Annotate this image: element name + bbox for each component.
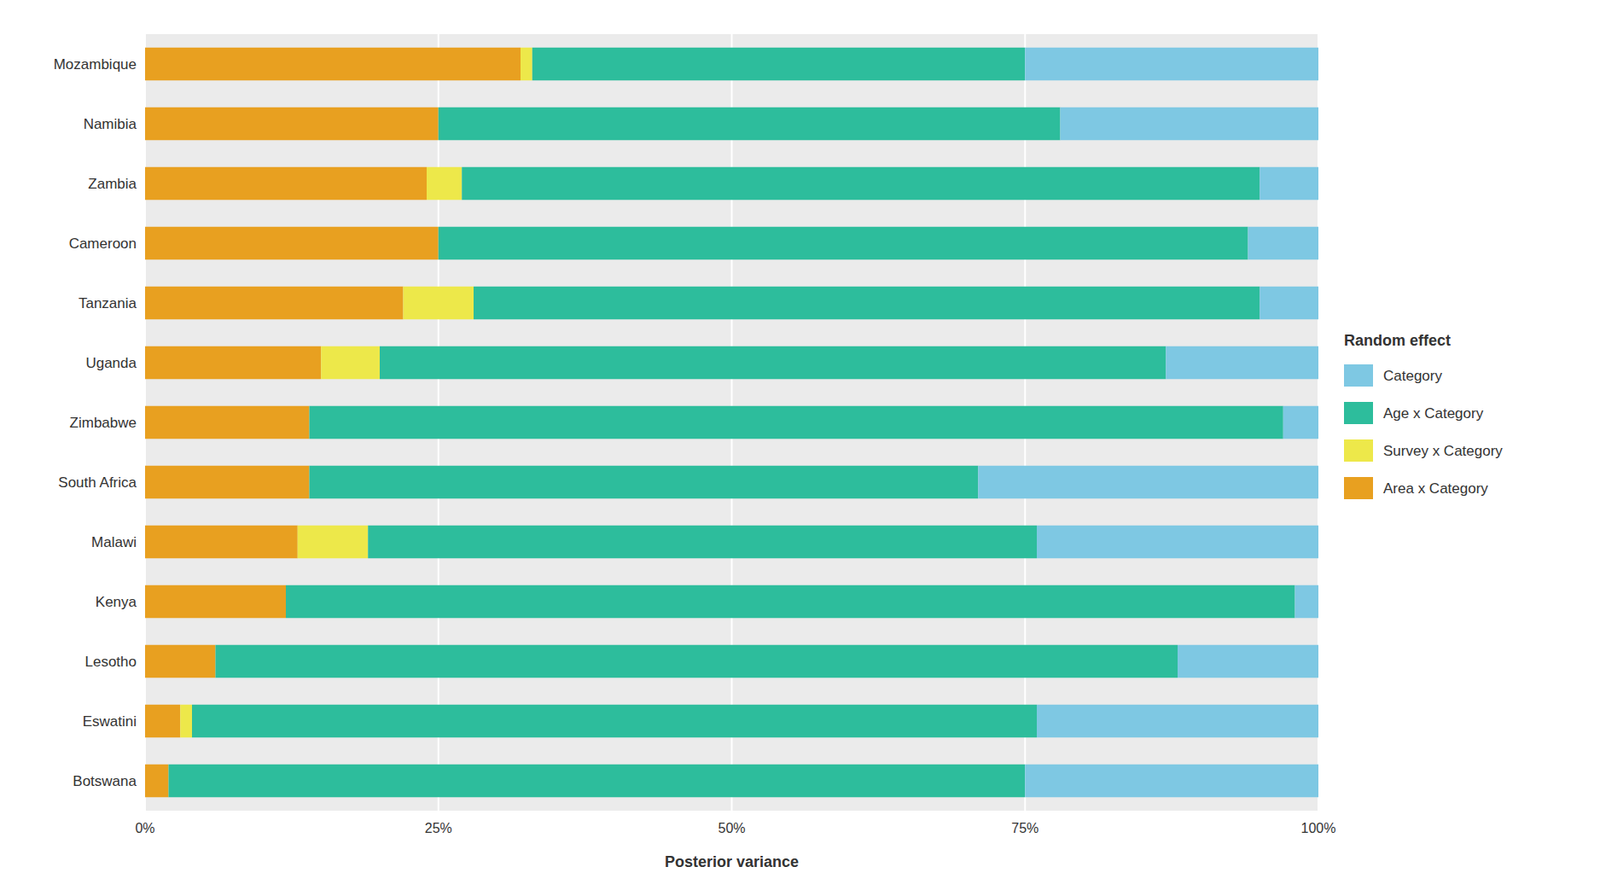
bar: [461, 167, 1260, 201]
bar: [297, 525, 369, 559]
bar: [1024, 47, 1319, 82]
bar: [180, 704, 192, 739]
y-tick-label: Uganda: [85, 354, 137, 372]
y-tick-label: Botswana: [72, 773, 137, 790]
bar: [215, 645, 1179, 679]
bar: [1165, 346, 1319, 380]
bar: [145, 167, 427, 201]
x-tick-label: 25%: [424, 820, 453, 836]
bar: [309, 406, 1284, 440]
bar: [520, 47, 533, 82]
x-tick-label: 0%: [134, 820, 155, 836]
bar: [1283, 406, 1319, 440]
bar: [438, 226, 1249, 261]
bar: [1024, 764, 1319, 798]
legend-swatch: [1344, 477, 1374, 500]
bar: [145, 107, 439, 141]
bar: [145, 645, 216, 679]
bar: [145, 525, 298, 559]
bar: [1177, 645, 1319, 679]
bar: [1036, 704, 1319, 739]
bar: [309, 465, 979, 500]
y-tick-label: Namibia: [83, 116, 138, 133]
bar: [1036, 525, 1319, 559]
y-tick-label: Mozambique: [53, 56, 137, 73]
bar: [320, 346, 380, 380]
plot-background: [145, 34, 1319, 811]
bar: [145, 465, 310, 500]
x-tick-label: 50%: [717, 820, 745, 836]
legend: Random effect Category Age x Category Surve…: [1344, 331, 1503, 500]
bar: [438, 107, 1061, 141]
bar: [1060, 107, 1320, 141]
legend-label: Age x Category: [1383, 405, 1484, 422]
x-tick-label: 75%: [1011, 820, 1039, 836]
y-tick-label: Tanzania: [78, 295, 138, 312]
y-tick-label: Kenya: [95, 593, 138, 611]
y-tick-label: Eswatini: [82, 713, 137, 730]
bars: [145, 47, 1319, 798]
legend-swatch: [1344, 364, 1374, 387]
y-tick-label: Cameroon: [69, 235, 137, 252]
y-tick-label: South Africa: [58, 474, 137, 491]
bar: [1259, 286, 1319, 320]
bar: [145, 764, 169, 798]
x-axis-label: Posterior variance: [664, 853, 799, 871]
chart: 0% 25% 50% 75% 100% Botswana Eswatini Lesotho Ke…: [0, 0, 1600, 896]
bar: [977, 465, 1319, 500]
bar: [285, 585, 1296, 619]
bar: [145, 406, 310, 440]
bar: [426, 167, 462, 201]
y-tick-label: Malawi: [91, 534, 137, 551]
bar: [403, 286, 475, 320]
legend-swatch: [1344, 439, 1374, 462]
bar: [145, 286, 404, 320]
bar: [1295, 585, 1320, 619]
legend-label: Survey x Category: [1383, 442, 1503, 460]
x-tick-label: 100%: [1301, 820, 1337, 836]
bar: [145, 585, 286, 619]
bar: [379, 346, 1166, 380]
bar: [1259, 167, 1319, 201]
legend-label: Area x Category: [1383, 480, 1489, 497]
bar: [145, 704, 181, 739]
bar: [145, 226, 439, 261]
y-tick-label: Lesotho: [85, 653, 138, 670]
bar: [367, 525, 1037, 559]
bar: [145, 346, 321, 380]
y-tick-label: Zambia: [87, 175, 137, 192]
legend-swatch: [1344, 401, 1374, 425]
bar: [473, 286, 1260, 320]
y-tick-label: Zimbabwe: [69, 414, 137, 431]
bar: [192, 704, 1037, 739]
legend-title: Random effect: [1344, 331, 1451, 350]
bar: [532, 47, 1026, 82]
bar: [145, 47, 521, 82]
bar: [1248, 226, 1320, 261]
bar: [168, 764, 1026, 798]
legend-label: Category: [1383, 367, 1443, 384]
